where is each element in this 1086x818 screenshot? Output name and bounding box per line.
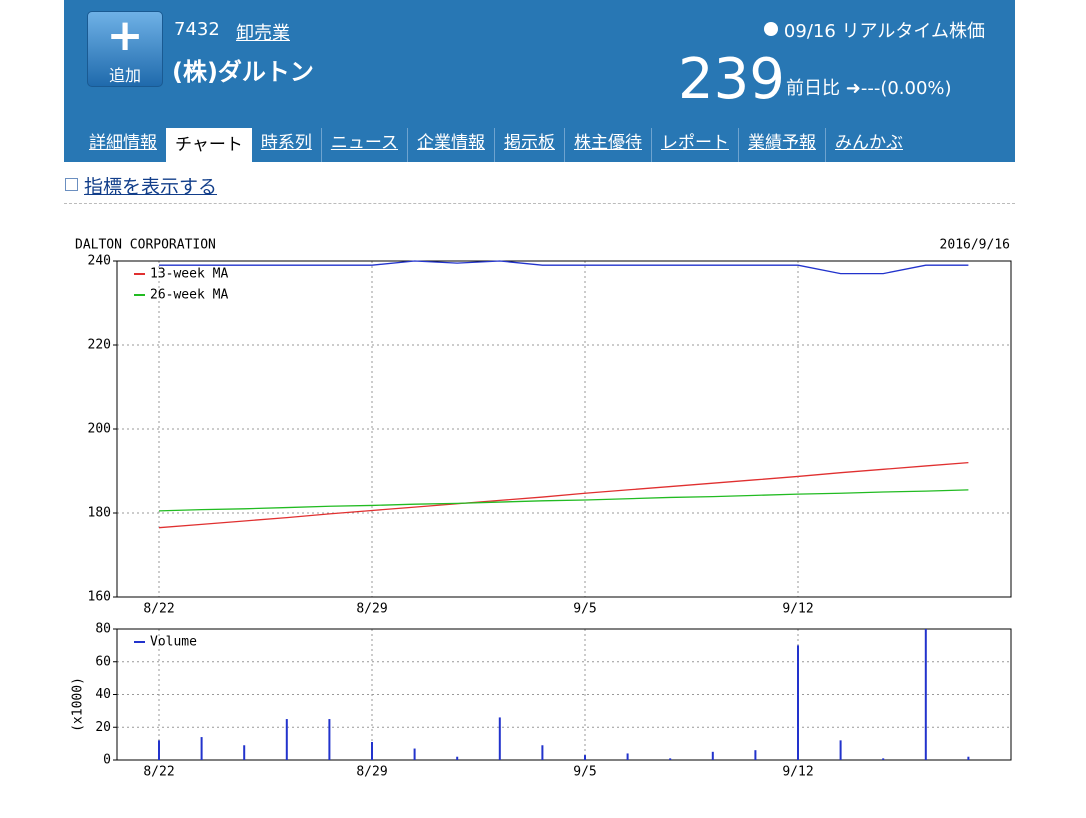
bar (413, 748, 416, 760)
plus-icon: + (106, 10, 144, 61)
tab[interactable]: 株主優待 (564, 128, 651, 162)
x-tick-label: 9/12 (782, 765, 813, 780)
y-tick-label: 200 (88, 422, 111, 437)
x-tick-label: 9/5 (573, 602, 596, 617)
x-tick-label: 8/22 (143, 765, 174, 780)
bar (626, 753, 629, 760)
change-value: ---(0.00%) (860, 78, 952, 99)
legend-label: Volume (150, 635, 197, 650)
bar (158, 740, 160, 760)
bar (243, 745, 246, 760)
toggle-label: 指標を表示する (84, 176, 218, 198)
add-label: 追加 (108, 66, 141, 85)
add-button[interactable]: + 追加 (87, 11, 163, 87)
stock-code: 7432 (174, 19, 220, 40)
tab[interactable]: 業績予報 (738, 128, 825, 162)
change-label: 前日比 (786, 78, 840, 99)
tab[interactable]: みんかぶ (825, 128, 912, 162)
clock-icon (763, 22, 778, 36)
tabs: 詳細情報 チャート 時系列 ニュース 企業情報 掲示板 株主優待 レポート 業績予報 みんかぶ (80, 128, 912, 162)
y-axis-label: (x1000) (71, 677, 86, 732)
y-tick-label: 40 (95, 687, 111, 702)
realtime-label: リアルタイム株価 (841, 21, 985, 42)
tab[interactable]: ニュース (320, 128, 407, 162)
bar (285, 719, 288, 760)
line (158, 489, 969, 512)
tab[interactable]: 掲示板 (494, 128, 564, 162)
line (158, 461, 969, 529)
x-tick-label: 8/29 (356, 765, 387, 780)
legend-label: 26-week MA (150, 288, 228, 303)
y-tick-label: 0 (103, 753, 111, 768)
tab[interactable]: 企業情報 (407, 128, 494, 162)
tab[interactable]: レポート (651, 128, 738, 162)
bar (882, 758, 885, 760)
legend-label: 13-week MA (150, 267, 228, 282)
bar (669, 758, 672, 760)
bar (371, 741, 373, 760)
plot-frame (116, 260, 1012, 598)
x-tick-label: 8/22 (143, 602, 174, 617)
bar (924, 629, 927, 760)
header: + 追加 7432 卸売業 (株)ダルトン 09/16 リアルタイム株価 239… (64, 0, 1015, 162)
realtime: 09/16 リアルタイム株価 (763, 17, 985, 43)
arrow: ➜ (845, 78, 861, 99)
tab[interactable]: チャート (166, 128, 252, 162)
tab[interactable]: 詳細情報 (89, 133, 157, 153)
industry-link[interactable]: 卸売業 (236, 23, 290, 44)
bar (541, 745, 544, 760)
bar (328, 719, 331, 760)
y-tick-label: 240 (88, 254, 111, 269)
chart-title: DALTON CORPORATION (75, 238, 216, 253)
y-tick-label: 220 (88, 338, 111, 353)
plot-frame (116, 628, 1012, 761)
company-name: (株)ダルトン (172, 58, 314, 86)
date: 09/16 (783, 21, 836, 42)
bar (797, 645, 799, 760)
change: 前日比 ➜---(0.00%) (786, 74, 952, 100)
x-tick-label: 9/12 (782, 602, 813, 617)
bar (839, 740, 842, 760)
bar (967, 756, 970, 760)
separator (64, 203, 1015, 204)
x-tick-label: 9/5 (573, 765, 596, 780)
bar (456, 756, 459, 760)
price: 239 (678, 47, 785, 112)
y-tick-label: 160 (88, 590, 111, 605)
indicator-toggle[interactable]: 指標を表示する (65, 172, 217, 199)
toggle-icon (65, 178, 78, 191)
bar (584, 755, 586, 760)
bar (711, 751, 714, 760)
chart-date: 2016/9/16 (940, 238, 1010, 253)
y-tick-label: 20 (95, 720, 111, 735)
bar (498, 717, 501, 760)
y-tick-label: 80 (95, 622, 111, 637)
bar (200, 737, 203, 760)
y-tick-label: 60 (95, 654, 111, 669)
tab[interactable]: 時系列 (260, 133, 312, 153)
x-tick-label: 8/29 (356, 602, 387, 617)
line (159, 260, 969, 275)
bar (754, 750, 757, 760)
y-tick-label: 180 (88, 506, 111, 521)
